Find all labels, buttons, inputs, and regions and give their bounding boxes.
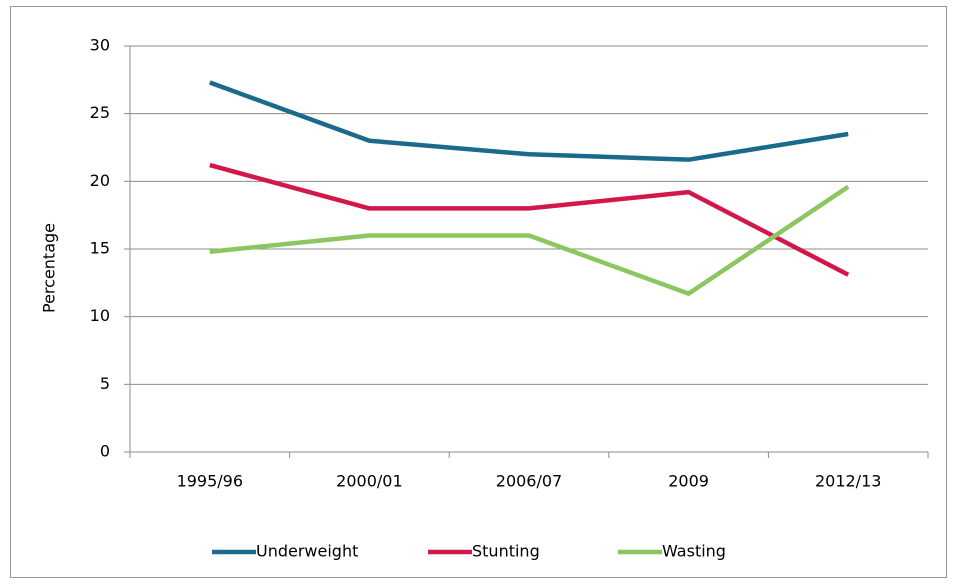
line-series (209, 162, 850, 277)
x-tick-label: 2009 (668, 472, 709, 491)
line-series (209, 80, 849, 162)
x-tick-label: 1995/96 (177, 472, 243, 491)
legend-label: Stunting (472, 542, 540, 561)
legend-label: Wasting (662, 542, 726, 561)
chart-border (10, 6, 947, 578)
y-tick-label: 25 (90, 103, 110, 122)
x-tick-label: 2000/01 (336, 472, 402, 491)
line-series (209, 184, 850, 296)
y-tick-label: 5 (100, 374, 110, 393)
y-axis-label: Percentage (40, 223, 59, 313)
x-tick-label: 2012/13 (815, 472, 881, 491)
x-tick-label: 2006/07 (496, 472, 562, 491)
legend-label: Underweight (256, 542, 358, 561)
y-tick-label: 0 (100, 442, 110, 461)
y-tick-label: 20 (90, 171, 110, 190)
y-tick-label: 10 (90, 306, 110, 325)
y-tick-label: 30 (90, 36, 110, 55)
y-tick-label: 15 (90, 239, 110, 258)
